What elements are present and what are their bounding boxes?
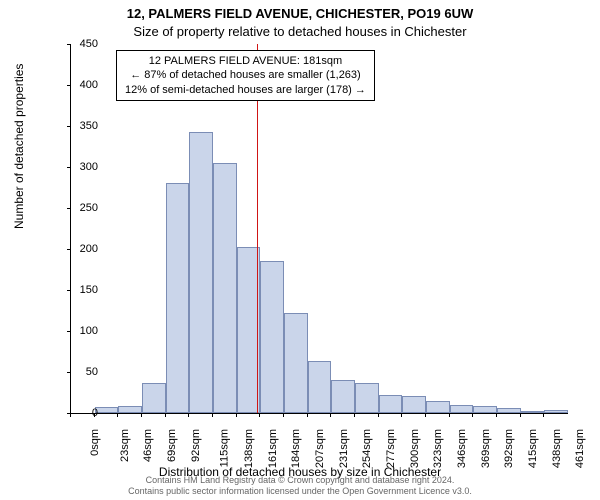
y-tick-label: 100	[68, 325, 98, 337]
histogram-bar	[284, 313, 308, 413]
footer-attribution: Contains HM Land Registry data © Crown c…	[0, 475, 600, 497]
x-tick-label: 92sqm	[190, 429, 202, 462]
histogram-bar	[402, 396, 426, 413]
histogram-bar	[331, 380, 355, 413]
histogram-bar	[95, 407, 119, 413]
y-tick-label: 50	[68, 366, 98, 378]
x-tick-label: 207sqm	[314, 429, 326, 468]
x-tick-label: 438sqm	[551, 429, 563, 468]
x-tick-label: 254sqm	[361, 429, 373, 468]
annotation-line3: 12% of semi-detached houses are larger (…	[125, 83, 366, 97]
histogram-bar	[379, 395, 403, 413]
x-tick-label: 161sqm	[267, 429, 279, 468]
x-tick-label: 300sqm	[409, 429, 421, 468]
y-tick-label: 300	[68, 161, 98, 173]
x-tick-label: 323sqm	[432, 429, 444, 468]
x-tick-label: 184sqm	[290, 429, 302, 468]
footer-line1: Contains HM Land Registry data © Crown c…	[0, 475, 600, 486]
x-tick-label: 277sqm	[385, 429, 397, 468]
y-tick-label: 150	[68, 284, 98, 296]
histogram-bar	[166, 183, 190, 413]
x-tick-label: 46sqm	[142, 429, 154, 462]
histogram-bar	[426, 401, 450, 413]
x-tick-label: 415sqm	[527, 429, 539, 468]
histogram-bar	[142, 383, 166, 413]
y-tick-label: 450	[68, 38, 98, 50]
x-tick-label: 231sqm	[338, 429, 350, 468]
x-tick-label: 23sqm	[119, 429, 131, 462]
histogram-bar	[260, 261, 284, 413]
y-tick-label: 400	[68, 79, 98, 91]
title-sub: Size of property relative to detached ho…	[0, 24, 600, 39]
plot-area: 12 PALMERS FIELD AVENUE: 181sqm ← 87% of…	[70, 44, 568, 414]
histogram-bar	[521, 411, 545, 413]
x-tick-label: 392sqm	[503, 429, 515, 468]
footer-line2: Contains public sector information licen…	[0, 486, 600, 497]
histogram-bar	[213, 163, 237, 413]
histogram-bar	[308, 361, 332, 413]
histogram-bar	[544, 410, 568, 413]
histogram-bar	[497, 408, 521, 413]
chart-container: 12, PALMERS FIELD AVENUE, CHICHESTER, PO…	[0, 0, 600, 500]
y-axis-label: Number of detached properties	[12, 64, 26, 229]
histogram-bar	[355, 383, 379, 413]
x-tick-label: 346sqm	[456, 429, 468, 468]
annotation-line2: ← 87% of detached houses are smaller (1,…	[125, 68, 366, 82]
y-tick-label: 250	[68, 202, 98, 214]
x-tick-label: 115sqm	[219, 429, 231, 467]
x-tick-label: 461sqm	[574, 429, 586, 468]
x-tick-label: 0sqm	[89, 429, 101, 456]
x-tick-label: 138sqm	[243, 429, 255, 468]
x-tick-label: 69sqm	[166, 429, 178, 462]
annotation-box: 12 PALMERS FIELD AVENUE: 181sqm ← 87% of…	[116, 50, 375, 101]
histogram-bar	[450, 405, 474, 413]
histogram-bar	[118, 406, 142, 413]
y-tick-label: 200	[68, 243, 98, 255]
title-main: 12, PALMERS FIELD AVENUE, CHICHESTER, PO…	[0, 6, 600, 21]
histogram-bar	[189, 132, 213, 413]
x-tick-label: 369sqm	[480, 429, 492, 468]
y-tick-label: 350	[68, 120, 98, 132]
annotation-line1: 12 PALMERS FIELD AVENUE: 181sqm	[125, 54, 366, 68]
histogram-bar	[473, 406, 497, 413]
